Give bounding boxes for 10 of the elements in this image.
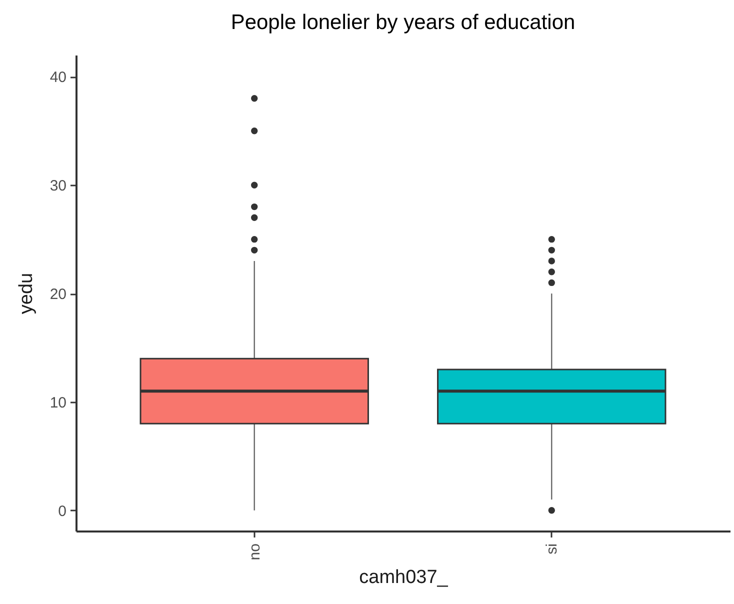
x-tick-label: si — [544, 544, 561, 554]
chart-title: People lonelier by years of education — [230, 11, 576, 34]
y-tick-label: 20 — [50, 286, 66, 304]
y-axis-title: yedu — [16, 272, 37, 314]
x-tick-label: no — [246, 544, 264, 560]
x-axis-title: camh037_ — [359, 567, 448, 588]
y-tick-label: 0 — [58, 502, 66, 520]
y-tick-label: 10 — [50, 394, 66, 412]
y-tick-label: 40 — [50, 69, 66, 86]
y-tick-label: 30 — [50, 178, 66, 195]
